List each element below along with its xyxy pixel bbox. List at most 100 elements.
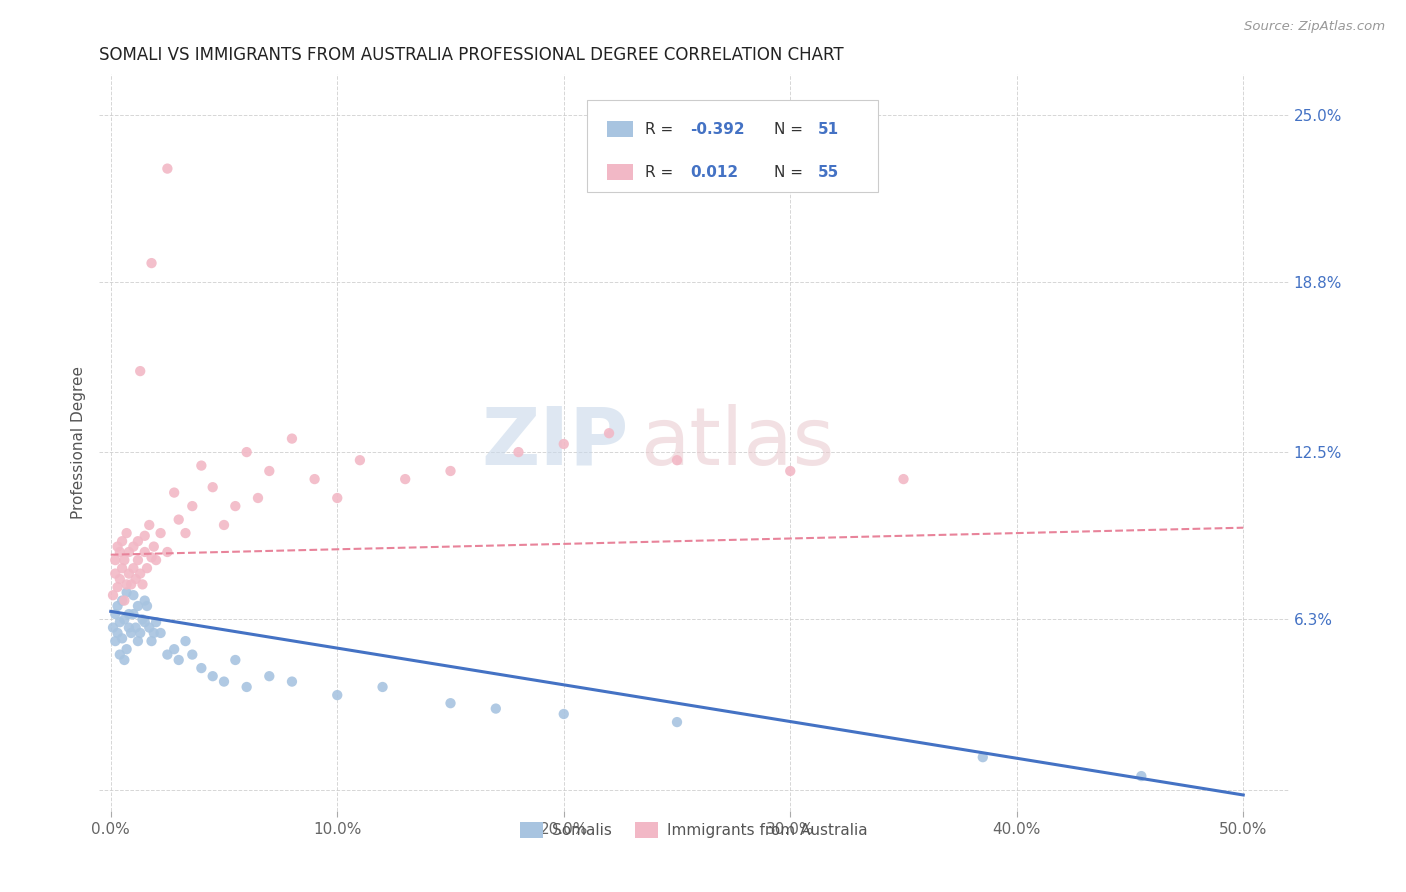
Point — [134, 545, 156, 559]
Point — [108, 615, 131, 630]
Point — [1130, 769, 1153, 783]
Point — [134, 529, 156, 543]
Text: 51: 51 — [818, 122, 839, 136]
Text: R =: R = — [645, 165, 678, 179]
Point — [235, 680, 257, 694]
Point — [141, 550, 163, 565]
Point — [371, 680, 394, 694]
Point — [136, 599, 159, 613]
Point — [112, 553, 135, 567]
Point — [115, 642, 138, 657]
Point — [666, 715, 689, 730]
Point — [326, 688, 349, 702]
Point — [156, 161, 179, 176]
Point — [485, 701, 508, 715]
Point — [190, 661, 212, 675]
Point — [101, 588, 124, 602]
Point — [120, 577, 142, 591]
Point — [107, 626, 129, 640]
Point — [131, 577, 153, 591]
Point — [167, 513, 190, 527]
Point — [124, 572, 146, 586]
Point — [112, 612, 135, 626]
Point — [201, 669, 224, 683]
Point — [224, 499, 246, 513]
FancyBboxPatch shape — [607, 164, 633, 180]
Legend: Somalis, Immigrants from Australia: Somalis, Immigrants from Australia — [515, 816, 875, 844]
FancyBboxPatch shape — [586, 100, 879, 192]
Point — [142, 540, 165, 554]
Point — [129, 566, 152, 581]
Point — [122, 588, 145, 602]
Point — [235, 445, 257, 459]
Point — [104, 566, 127, 581]
Point — [212, 674, 235, 689]
Point — [115, 577, 138, 591]
Point — [127, 634, 149, 648]
Point — [118, 545, 141, 559]
Point — [224, 653, 246, 667]
Point — [259, 464, 281, 478]
Point — [134, 615, 156, 630]
Point — [163, 485, 186, 500]
Point — [122, 607, 145, 621]
Text: 0.012: 0.012 — [690, 165, 738, 179]
Point — [156, 648, 179, 662]
Point — [142, 626, 165, 640]
Point — [598, 426, 620, 441]
Point — [666, 453, 689, 467]
Text: R =: R = — [645, 122, 678, 136]
Point — [108, 545, 131, 559]
Point — [129, 626, 152, 640]
Point — [122, 540, 145, 554]
Point — [281, 432, 304, 446]
Point — [112, 593, 135, 607]
Point — [553, 437, 575, 451]
Point — [141, 256, 163, 270]
Text: -0.392: -0.392 — [690, 122, 745, 136]
Point — [101, 621, 124, 635]
Point — [104, 553, 127, 567]
Text: N =: N = — [773, 165, 807, 179]
Point — [259, 669, 281, 683]
Point — [107, 540, 129, 554]
Point — [326, 491, 349, 505]
Point — [134, 593, 156, 607]
Point — [141, 634, 163, 648]
Point — [104, 634, 127, 648]
Text: Source: ZipAtlas.com: Source: ZipAtlas.com — [1244, 20, 1385, 33]
Point — [111, 534, 134, 549]
Point — [212, 518, 235, 533]
Point — [893, 472, 915, 486]
Point — [127, 534, 149, 549]
Point — [281, 674, 304, 689]
Point — [127, 553, 149, 567]
Text: 55: 55 — [818, 165, 839, 179]
Point — [145, 553, 167, 567]
Point — [149, 626, 172, 640]
Point — [246, 491, 269, 505]
Point — [163, 642, 186, 657]
Point — [156, 545, 179, 559]
Point — [201, 480, 224, 494]
Point — [115, 585, 138, 599]
Point — [107, 580, 129, 594]
Point — [111, 632, 134, 646]
Text: N =: N = — [773, 122, 807, 136]
Point — [108, 648, 131, 662]
Point — [174, 526, 197, 541]
Point — [122, 561, 145, 575]
Point — [972, 750, 994, 764]
Point — [104, 607, 127, 621]
Point — [304, 472, 326, 486]
Point — [439, 464, 461, 478]
Point — [131, 612, 153, 626]
Text: ZIP: ZIP — [481, 404, 628, 482]
Point — [108, 572, 131, 586]
Point — [127, 599, 149, 613]
Point — [115, 526, 138, 541]
Point — [190, 458, 212, 473]
Point — [167, 653, 190, 667]
Point — [118, 621, 141, 635]
Point — [111, 593, 134, 607]
